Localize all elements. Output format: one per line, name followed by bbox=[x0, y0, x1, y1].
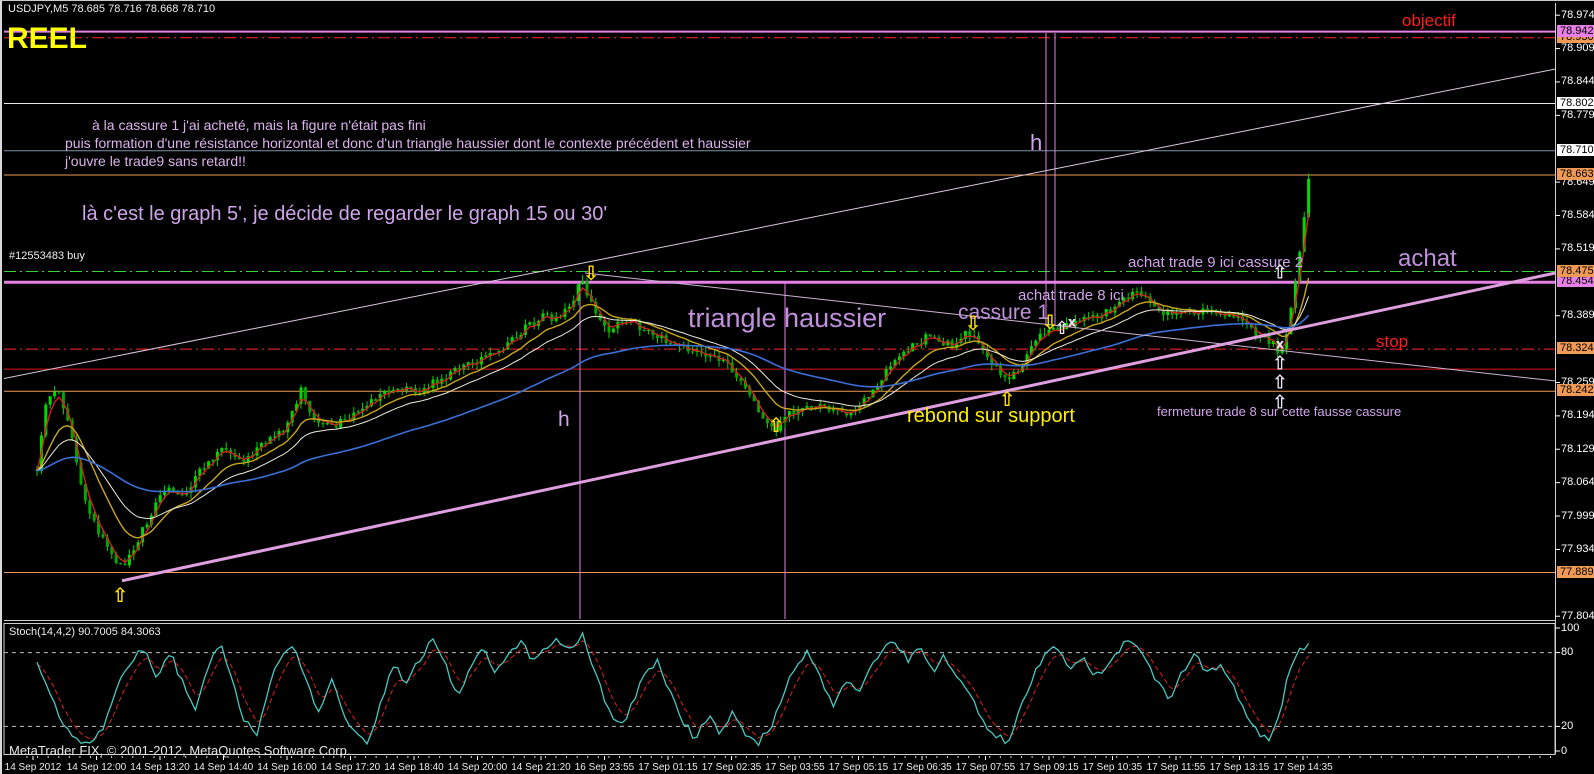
time-label-16: 17 Sep 09:15 bbox=[1019, 762, 1079, 773]
stoch-tick-100: 100 bbox=[1561, 621, 1580, 634]
price-label-78.663: 78.663 bbox=[1557, 167, 1594, 180]
ma-fast-red bbox=[36, 213, 1310, 564]
time-label-3: 14 Sep 14:40 bbox=[193, 762, 254, 773]
arrow-up-trade9: ⇧ bbox=[1272, 261, 1288, 284]
arrow-up-fermeture-1: ⇧ bbox=[1272, 352, 1288, 375]
trendline-1[interactable] bbox=[584, 272, 1555, 382]
price-tick-78.389: 78.389 bbox=[1561, 309, 1594, 322]
price-tick-77.999: 77.999 bbox=[1561, 509, 1594, 522]
time-label-9: 16 Sep 23:55 bbox=[574, 762, 635, 773]
stoch-tick-80: 80 bbox=[1561, 646, 1574, 659]
label-reel: REEL bbox=[7, 22, 88, 55]
arrow-down-cassure1: ⇩ bbox=[964, 311, 982, 335]
ma-slowest-blue bbox=[36, 314, 1310, 493]
time-label-12: 17 Sep 03:55 bbox=[765, 762, 825, 773]
time-label-18: 17 Sep 11:55 bbox=[1146, 762, 1206, 773]
stoch-panel[interactable] bbox=[4, 631, 1555, 747]
marker-x-trade8: x bbox=[1067, 315, 1077, 331]
price-tick-78.909: 78.909 bbox=[1561, 42, 1594, 55]
label-h-top: h bbox=[1030, 130, 1043, 155]
price-label-78.324: 78.324 bbox=[1557, 342, 1594, 355]
label-stop: stop bbox=[1376, 332, 1409, 351]
price-tick-78.519: 78.519 bbox=[1561, 242, 1594, 255]
price-tick-78.194: 78.194 bbox=[1561, 409, 1594, 422]
label-achat: achat bbox=[1398, 245, 1457, 272]
stoch-indicator-label: Stoch(14,4,2) 90.7005 84.3063 bbox=[9, 626, 161, 638]
price-label-78.454: 78.454 bbox=[1557, 275, 1594, 288]
note-line-2: puis formation d'une résistance horizont… bbox=[65, 135, 751, 151]
stoch-border bbox=[3, 623, 1556, 755]
label-achat-trade-8: achat trade 8 ici bbox=[1018, 287, 1124, 304]
price-tick-78.064: 78.064 bbox=[1561, 476, 1594, 489]
arrow-down-trade8: ⇩ bbox=[1041, 310, 1059, 334]
time-label-17: 17 Sep 10:35 bbox=[1082, 762, 1143, 773]
stoch-tick-20: 20 bbox=[1561, 719, 1574, 732]
price-tick-78.584: 78.584 bbox=[1561, 209, 1594, 222]
time-label-10: 17 Sep 01:15 bbox=[638, 762, 698, 773]
time-label-8: 14 Sep 21:20 bbox=[511, 762, 571, 773]
arrow-up-low-left: ⇧ bbox=[111, 583, 129, 607]
price-tick-78.779: 78.779 bbox=[1561, 108, 1594, 121]
symbol-ohlc-title: USDJPY,M5 78.685 78.716 78.668 78.710 bbox=[8, 3, 216, 15]
copyright-text: MetaTrader FIX, © 2001-2012, MetaQuotes … bbox=[9, 743, 351, 758]
label-triangle-haussier: triangle haussier bbox=[688, 303, 887, 333]
ma-medium-yellow bbox=[36, 277, 1310, 539]
time-label-5: 14 Sep 17:20 bbox=[320, 762, 381, 773]
price-label-78.475: 78.475 bbox=[1557, 264, 1594, 277]
time-label-14: 17 Sep 06:35 bbox=[892, 762, 952, 773]
price-tick-77.804: 77.804 bbox=[1561, 609, 1594, 622]
price-tick-78.844: 78.844 bbox=[1561, 75, 1594, 88]
arrow-up-rebond: ⇧ bbox=[998, 387, 1016, 411]
trendline-2[interactable] bbox=[121, 271, 1555, 583]
price-label-78.802: 78.802 bbox=[1557, 96, 1594, 109]
note-line-3: j'ouvre le trade9 sans retard!! bbox=[65, 153, 246, 169]
time-label-19: 17 Sep 13:15 bbox=[1209, 762, 1270, 773]
price-tick-78.129: 78.129 bbox=[1561, 442, 1594, 455]
price-tick-78.974: 78.974 bbox=[1561, 8, 1594, 21]
open-order-label: #12553483 buy bbox=[9, 250, 85, 262]
main-chart-area[interactable] bbox=[2, 30, 1555, 619]
price-label-78.242: 78.242 bbox=[1557, 384, 1594, 397]
time-label-15: 17 Sep 07:55 bbox=[955, 762, 1016, 773]
label-cassure-1: cassure 1 bbox=[958, 301, 1050, 324]
note-graph: là c'est le graph 5', je décide de regar… bbox=[82, 203, 608, 225]
stoch-main-line bbox=[36, 631, 1310, 747]
label-objectif: objectif bbox=[1402, 11, 1456, 30]
time-label-7: 14 Sep 20:00 bbox=[447, 762, 508, 773]
label-fermeture: fermeture trade 8 sur cette fausse cassu… bbox=[1157, 404, 1402, 419]
note-line-1: à la cassure 1 j'ai acheté, mais la figu… bbox=[92, 117, 426, 133]
label-rebond: rebond sur support bbox=[907, 405, 1075, 427]
arrow-down-cassure1-peak: ⇩ bbox=[582, 261, 600, 285]
time-label-2: 14 Sep 13:20 bbox=[130, 762, 190, 773]
time-label-4: 14 Sep 16:00 bbox=[257, 762, 317, 773]
price-label-77.889: 77.889 bbox=[1557, 565, 1594, 578]
time-label-0: 14 Sep 2012 bbox=[4, 762, 62, 773]
marker-x-fausse-cassure: x bbox=[1275, 337, 1285, 353]
price-label-78.710: 78.710 bbox=[1557, 143, 1594, 156]
time-label-6: 14 Sep 18:40 bbox=[384, 762, 444, 773]
time-label-11: 17 Sep 02:35 bbox=[701, 762, 762, 773]
price-label-78.942: 78.942 bbox=[1557, 24, 1594, 37]
time-label-13: 17 Sep 05:15 bbox=[828, 762, 889, 773]
arrow-up-fermeture-2: ⇧ bbox=[1272, 371, 1288, 394]
arrow-up-fermeture-3: ⇧ bbox=[1272, 391, 1288, 414]
stoch-signal-line bbox=[36, 640, 1310, 740]
label-achat-trade-9: achat trade 9 ici cassure 2 bbox=[1128, 254, 1304, 271]
price-tick-77.934: 77.934 bbox=[1561, 542, 1594, 555]
arrow-up-trade8: ⇧ bbox=[1054, 318, 1070, 339]
time-label-1: 14 Sep 12:00 bbox=[66, 762, 127, 773]
arrow-up-support-low: ⇧ bbox=[767, 413, 785, 437]
ma-slow-white bbox=[36, 296, 1310, 520]
time-label-20: 17 Sep 14:35 bbox=[1273, 762, 1333, 773]
stoch-tick-0: 0 bbox=[1561, 744, 1568, 757]
label-h-mid: h bbox=[558, 408, 570, 431]
trendline-0[interactable] bbox=[2, 68, 1555, 379]
